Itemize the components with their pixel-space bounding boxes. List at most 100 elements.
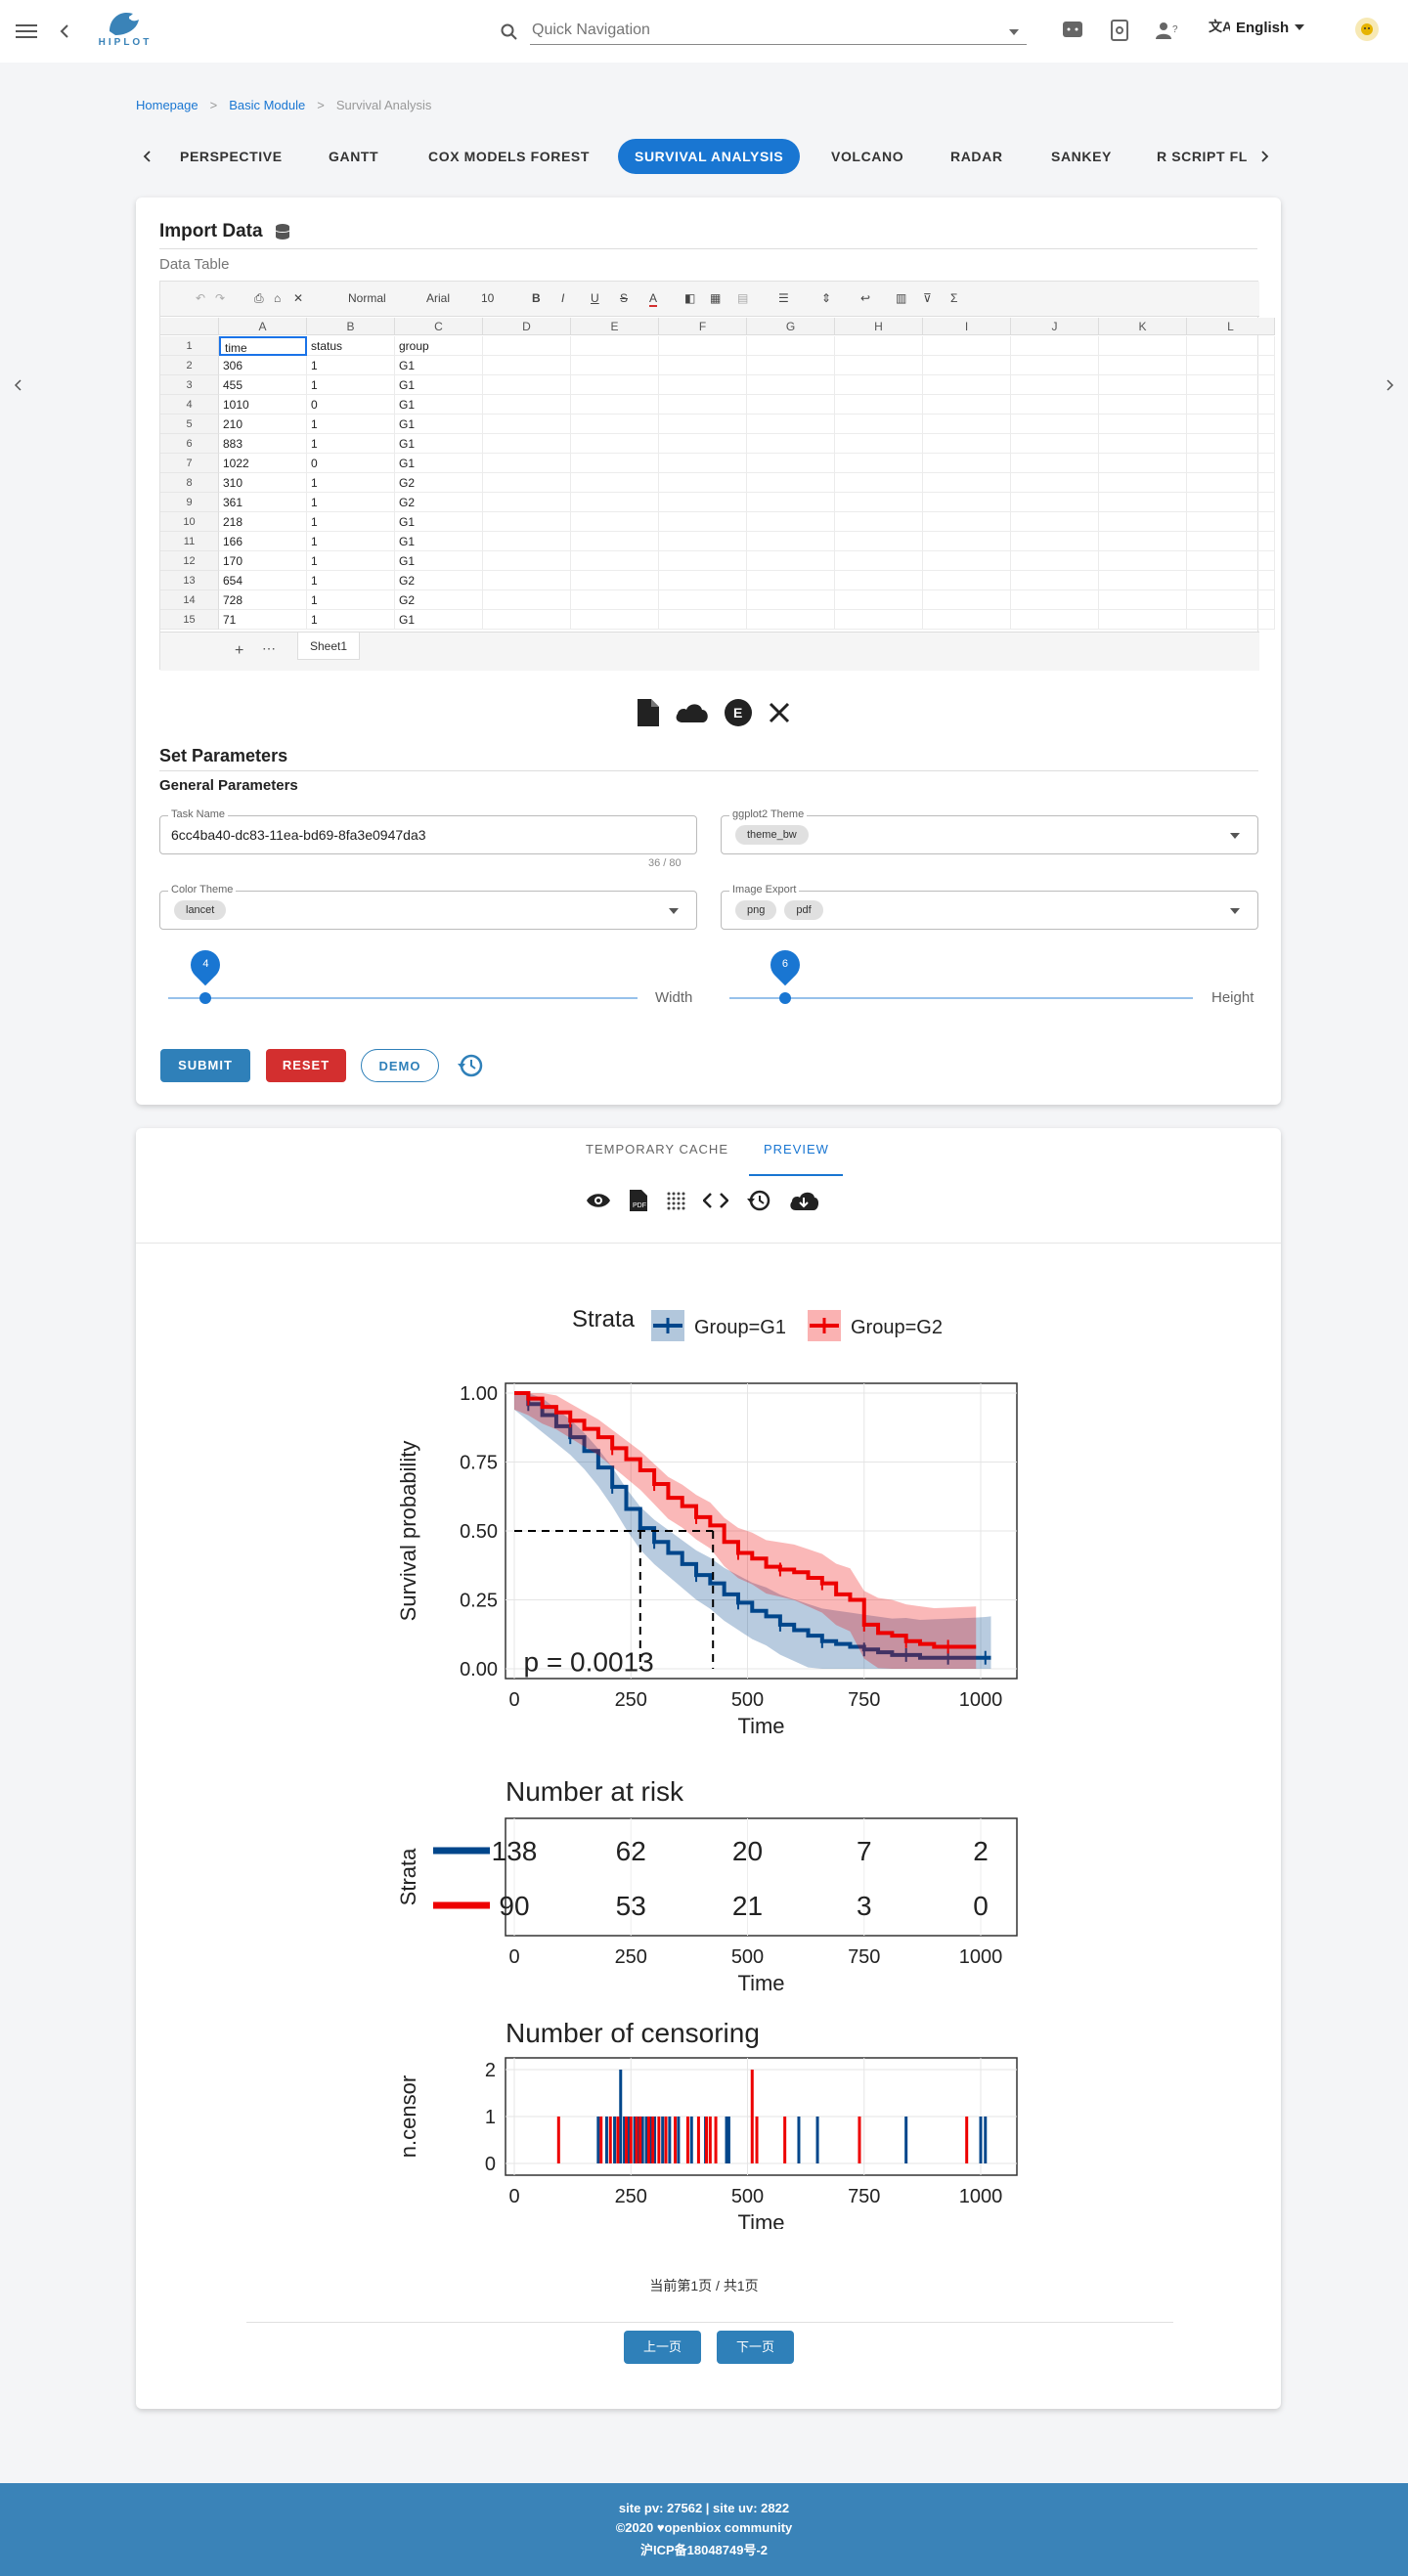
row-header[interactable]: 1 xyxy=(160,336,219,356)
spreadsheet-cell[interactable]: status xyxy=(307,336,395,356)
column-header[interactable]: I xyxy=(923,318,1011,335)
spreadsheet-cell[interactable]: 170 xyxy=(219,551,307,571)
spreadsheet-cell[interactable] xyxy=(1011,375,1099,395)
spreadsheet-cell[interactable] xyxy=(659,551,747,571)
spreadsheet-cell[interactable] xyxy=(1187,532,1275,551)
menu-icon[interactable] xyxy=(14,20,39,43)
spreadsheet-cell[interactable] xyxy=(659,493,747,512)
spreadsheet-cell[interactable] xyxy=(835,551,923,571)
row-header[interactable]: 12 xyxy=(160,551,219,571)
spreadsheet-cell[interactable]: 1010 xyxy=(219,395,307,415)
spreadsheet-cell[interactable]: 1 xyxy=(307,375,395,395)
spreadsheet-cell[interactable] xyxy=(1099,336,1187,356)
spreadsheet-cell[interactable] xyxy=(923,493,1011,512)
spreadsheet-cell[interactable] xyxy=(483,493,571,512)
column-header[interactable]: C xyxy=(395,318,483,335)
spreadsheet-cell[interactable]: 361 xyxy=(219,493,307,512)
spreadsheet-cell[interactable] xyxy=(923,571,1011,590)
strikethrough-icon[interactable]: S xyxy=(620,291,629,305)
spreadsheet-cell[interactable]: G1 xyxy=(395,610,483,630)
spreadsheet-cell[interactable] xyxy=(923,434,1011,454)
brand-logo[interactable]: HIPLOT xyxy=(88,6,162,51)
spreadsheet-cell[interactable] xyxy=(1187,590,1275,610)
history-icon[interactable] xyxy=(457,1052,484,1079)
spreadsheet-cell[interactable] xyxy=(571,415,659,434)
spreadsheet-cell[interactable] xyxy=(571,512,659,532)
spreadsheet-cell[interactable] xyxy=(1099,610,1187,630)
spreadsheet-cell[interactable] xyxy=(923,532,1011,551)
spreadsheet-cell[interactable]: 1 xyxy=(307,571,395,590)
spreadsheet-cell[interactable]: G2 xyxy=(395,590,483,610)
column-header[interactable]: E xyxy=(571,318,659,335)
spreadsheet-cell[interactable] xyxy=(747,532,835,551)
spreadsheet-cell[interactable] xyxy=(571,375,659,395)
breadcrumb-module[interactable]: Basic Module xyxy=(229,98,306,112)
font-select[interactable]: Arial xyxy=(426,291,451,305)
spreadsheet-cell[interactable] xyxy=(835,375,923,395)
spreadsheet-cell[interactable] xyxy=(1011,415,1099,434)
document-search-icon[interactable] xyxy=(1107,18,1132,43)
spreadsheet-cell[interactable] xyxy=(835,512,923,532)
spreadsheet-cell[interactable]: 1 xyxy=(307,551,395,571)
corner-cell[interactable] xyxy=(160,318,219,335)
row-header[interactable]: 3 xyxy=(160,375,219,395)
spreadsheet-cell[interactable] xyxy=(1099,532,1187,551)
font-size-select[interactable]: 10 xyxy=(481,291,495,305)
spreadsheet-cell[interactable]: 1022 xyxy=(219,454,307,473)
tab-sankey[interactable]: SANKEY xyxy=(1051,149,1112,164)
spreadsheet-cell[interactable]: 728 xyxy=(219,590,307,610)
code-icon[interactable] xyxy=(703,1192,728,1209)
spreadsheet-cell[interactable] xyxy=(483,395,571,415)
sheet-tab[interactable]: Sheet1 xyxy=(297,633,361,660)
tab-r-script[interactable]: R SCRIPT FL xyxy=(1157,149,1248,164)
spreadsheet-cell[interactable] xyxy=(923,590,1011,610)
page-next-arrow-icon[interactable] xyxy=(1381,375,1400,395)
spreadsheet-cell[interactable]: 1 xyxy=(307,532,395,551)
spreadsheet-cell[interactable] xyxy=(571,551,659,571)
spreadsheet-cell[interactable] xyxy=(483,551,571,571)
spreadsheet-cell[interactable]: 0 xyxy=(307,454,395,473)
column-header[interactable]: A xyxy=(219,318,307,335)
tab-preview[interactable]: PREVIEW xyxy=(764,1142,829,1157)
tab-radar[interactable]: RADAR xyxy=(950,149,1003,164)
spreadsheet-cell[interactable] xyxy=(835,415,923,434)
add-sheet-icon[interactable]: + xyxy=(235,642,244,659)
column-header[interactable]: L xyxy=(1187,318,1275,335)
history-icon[interactable] xyxy=(746,1189,771,1212)
spreadsheet-cell[interactable]: 306 xyxy=(219,356,307,375)
spreadsheet-cell[interactable] xyxy=(1011,473,1099,493)
row-header[interactable]: 13 xyxy=(160,571,219,590)
spreadsheet-cell[interactable] xyxy=(659,512,747,532)
cloud-download-icon[interactable] xyxy=(789,1190,818,1211)
spreadsheet-cell[interactable] xyxy=(747,434,835,454)
spreadsheet[interactable]: ↶ ↷ ⎙ ⌂ ✕ Normal Arial 10 B I U S A ◧ ▦ … xyxy=(159,281,1275,671)
spreadsheet-cell[interactable] xyxy=(659,454,747,473)
spreadsheet-cell[interactable] xyxy=(1011,336,1099,356)
spreadsheet-cell[interactable] xyxy=(1187,375,1275,395)
spreadsheet-cell[interactable] xyxy=(659,532,747,551)
theme-chip[interactable]: theme_bw xyxy=(735,825,809,845)
export-chip-png[interactable]: png xyxy=(735,900,777,920)
spreadsheet-cell[interactable] xyxy=(1099,473,1187,493)
spreadsheet-cell[interactable] xyxy=(747,454,835,473)
spreadsheet-cell[interactable] xyxy=(923,551,1011,571)
spreadsheet-cell[interactable] xyxy=(659,356,747,375)
style-select[interactable]: Normal xyxy=(348,291,386,305)
user-help-icon[interactable]: ? xyxy=(1154,18,1179,43)
eye-icon[interactable] xyxy=(586,1192,611,1209)
spreadsheet-cell[interactable] xyxy=(923,356,1011,375)
spreadsheet-cell[interactable] xyxy=(1187,336,1275,356)
spreadsheet-cell[interactable]: 71 xyxy=(219,610,307,630)
column-header[interactable]: H xyxy=(835,318,923,335)
spreadsheet-cell[interactable]: 218 xyxy=(219,512,307,532)
height-slider[interactable]: 6 xyxy=(729,943,1193,1007)
spreadsheet-cell[interactable] xyxy=(923,415,1011,434)
spreadsheet-cell[interactable]: time xyxy=(219,336,307,356)
spreadsheet-cell[interactable] xyxy=(923,395,1011,415)
undo-icon[interactable]: ↶ xyxy=(196,291,206,305)
ggplot2-theme-select[interactable]: ggplot2 Theme theme_bw xyxy=(721,808,1258,854)
grid-dots-icon[interactable] xyxy=(666,1191,685,1210)
row-header[interactable]: 5 xyxy=(160,415,219,434)
spreadsheet-cell[interactable] xyxy=(747,571,835,590)
spreadsheet-cell[interactable] xyxy=(835,532,923,551)
